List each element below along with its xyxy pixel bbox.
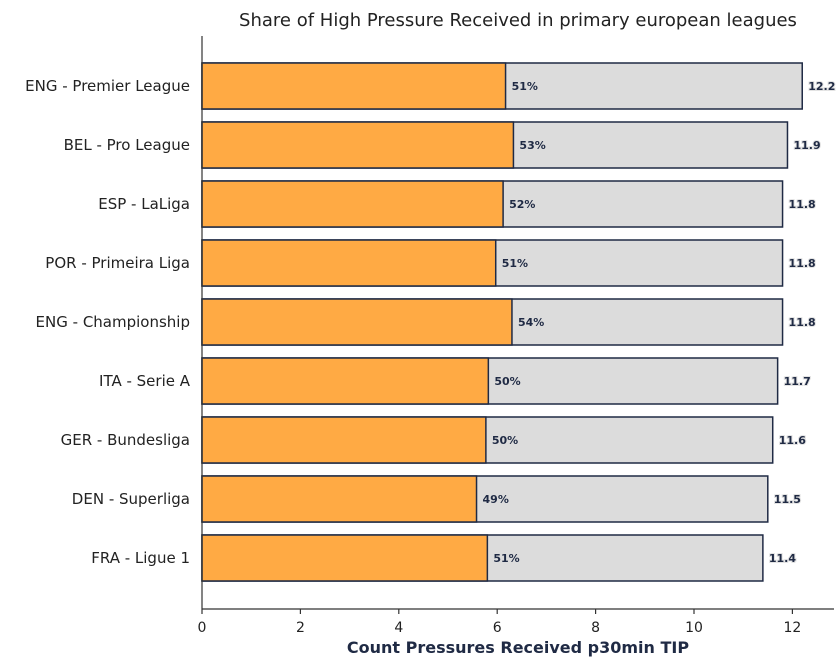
bar-high-pressure <box>201 62 507 110</box>
category-label: ESP - LaLiga <box>98 195 190 213</box>
bar-high-pressure <box>201 121 515 169</box>
category-label: BEL - Pro League <box>64 136 190 154</box>
chart-title: Share of High Pressure Received in prima… <box>239 10 797 31</box>
category-label: ITA - Serie A <box>99 372 191 390</box>
bars-layer: 51% 12.2 53% 11.9 52% 11.8 51% 11.8 54% 11.8 50% 11… <box>201 62 836 582</box>
x-ticks: 0 2 4 6 8 10 12 <box>198 609 801 636</box>
x-tick-label: 0 <box>198 620 207 636</box>
bar-high-pressure <box>201 180 504 228</box>
total-label: 11.6 <box>779 434 806 447</box>
x-tick-label: 4 <box>394 620 403 636</box>
total-label: 11.8 <box>789 316 816 329</box>
x-tick-label: 12 <box>783 620 801 636</box>
category-label: FRA - Ligue 1 <box>91 549 190 567</box>
x-tick-label: 10 <box>685 620 703 636</box>
share-label: 49% <box>483 493 509 506</box>
x-tick-label: 2 <box>296 620 305 636</box>
x-axis-label: Count Pressures Received p30min TIP <box>347 638 689 657</box>
share-label: 51% <box>512 80 538 93</box>
total-label: 12.2 <box>808 80 835 93</box>
x-tick-label: 8 <box>591 620 600 636</box>
total-label: 11.4 <box>769 552 796 565</box>
category-labels: ENG - Premier League BEL - Pro League ESP … <box>25 77 191 567</box>
total-label: 11.7 <box>784 375 811 388</box>
category-label: ENG - Championship <box>36 313 190 331</box>
category-label: ENG - Premier League <box>25 77 190 95</box>
bar-high-pressure <box>201 416 487 464</box>
share-label: 51% <box>502 257 528 270</box>
share-label: 53% <box>519 139 545 152</box>
total-label: 11.5 <box>774 493 801 506</box>
share-label: 51% <box>493 552 519 565</box>
share-label: 50% <box>492 434 518 447</box>
category-label: DEN - Superliga <box>72 490 190 508</box>
total-label: 11.8 <box>789 198 816 211</box>
share-label: 54% <box>518 316 544 329</box>
share-label: 50% <box>494 375 520 388</box>
bar-high-pressure <box>201 239 497 287</box>
category-label: POR - Primeira Liga <box>45 254 190 272</box>
x-tick-label: 6 <box>493 620 502 636</box>
share-label: 52% <box>509 198 535 211</box>
bar-high-pressure <box>201 534 489 582</box>
bar-high-pressure <box>201 475 478 523</box>
total-label: 11.8 <box>789 257 816 270</box>
category-label: GER - Bundesliga <box>61 431 190 449</box>
bar-high-pressure <box>201 298 513 346</box>
total-label: 11.9 <box>793 139 820 152</box>
bar-high-pressure <box>201 357 490 405</box>
